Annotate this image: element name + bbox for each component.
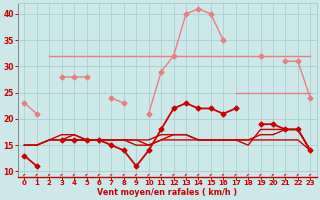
X-axis label: Vent moyen/en rafales ( km/h ): Vent moyen/en rafales ( km/h ) [97, 188, 237, 197]
